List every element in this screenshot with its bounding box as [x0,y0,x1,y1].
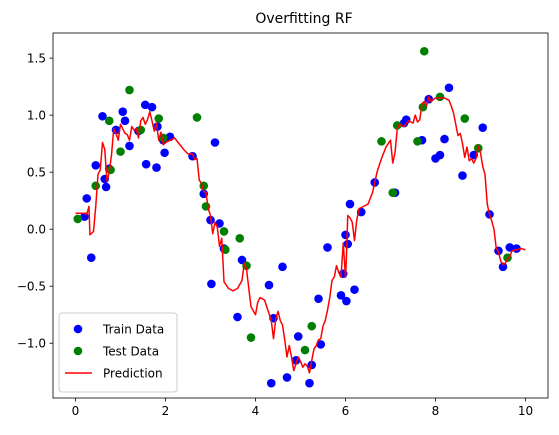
data-point [104,116,114,126]
data-point [207,279,216,289]
data-point [82,194,92,203]
data-point [341,230,350,240]
data-point [116,147,125,156]
data-point [413,137,422,146]
data-point [219,227,229,236]
data-point [152,163,161,172]
data-point [440,134,449,144]
series-test-data [73,46,512,355]
chart-title: Overfitting RF [255,11,352,27]
data-point [246,333,256,342]
legend-item: Prediction [65,366,163,380]
legend-marker [73,346,83,356]
y-tick-label: 0.0 [27,222,46,236]
data-point [91,181,101,191]
y-tick-label: −1.0 [17,337,46,351]
y-tick-label: 0.5 [27,165,46,179]
x-tick-label: 8 [432,404,440,418]
data-point [458,171,467,180]
data-point [86,253,96,262]
data-point [505,243,515,252]
data-point [478,123,488,132]
data-point [233,312,242,322]
data-point [343,239,353,249]
data-point [147,102,157,112]
legend-label: Test Data [102,344,159,358]
data-point [342,296,351,306]
legend-marker [73,324,83,334]
y-tick-label: 1.0 [27,108,46,122]
data-point [141,159,151,169]
x-tick-label: 2 [162,404,170,418]
data-point [125,141,134,151]
data-point [435,92,445,102]
data-point [300,345,310,355]
data-point [264,280,274,290]
data-point [460,114,470,123]
data-point [210,138,220,147]
x-tick-label: 0 [72,404,80,418]
legend-label: Prediction [103,366,163,380]
data-point [101,182,111,192]
data-point [266,378,276,388]
data-point [316,340,326,349]
data-point [307,360,317,370]
data-point [160,148,169,158]
data-point [345,199,355,209]
data-point [498,262,508,272]
data-point [235,234,245,243]
data-point [140,100,150,110]
legend-item: Train Data [73,322,164,336]
data-point [125,85,134,95]
data-point [419,46,429,56]
data-point [154,114,164,123]
data-point [192,113,202,122]
data-point [336,291,346,300]
data-point [444,83,454,93]
data-point [307,321,317,331]
legend-label: Train Data [102,322,164,336]
data-point [314,294,323,304]
data-layer [73,46,526,388]
y-tick-label: 1.5 [27,51,46,65]
x-tick-label: 6 [342,404,350,418]
data-point [282,373,292,382]
series-prediction-line [75,96,526,374]
y-tick-label: −0.5 [17,280,46,294]
data-point [323,243,332,252]
data-point [435,150,445,160]
data-point [392,121,402,130]
data-point [377,137,386,146]
data-point [73,214,83,224]
legend-item: Test Data [73,344,159,358]
data-point [98,111,107,121]
data-point [305,378,314,388]
data-point [388,188,398,197]
x-tick-label: 4 [252,404,260,418]
data-point [293,332,303,341]
data-point [278,262,287,272]
data-point [91,161,101,170]
axes-frame [52,32,549,399]
x-tick-label: 10 [518,404,533,418]
data-point [120,116,130,126]
legend: Train Data Test Data Prediction [58,312,178,393]
data-point [350,285,359,294]
plot-area: 0 2 4 6 8 10 −1.0 −0.5 0.0 0.5 1.0 1.5 [17,32,549,418]
data-point [118,107,128,116]
data-point [106,165,115,175]
